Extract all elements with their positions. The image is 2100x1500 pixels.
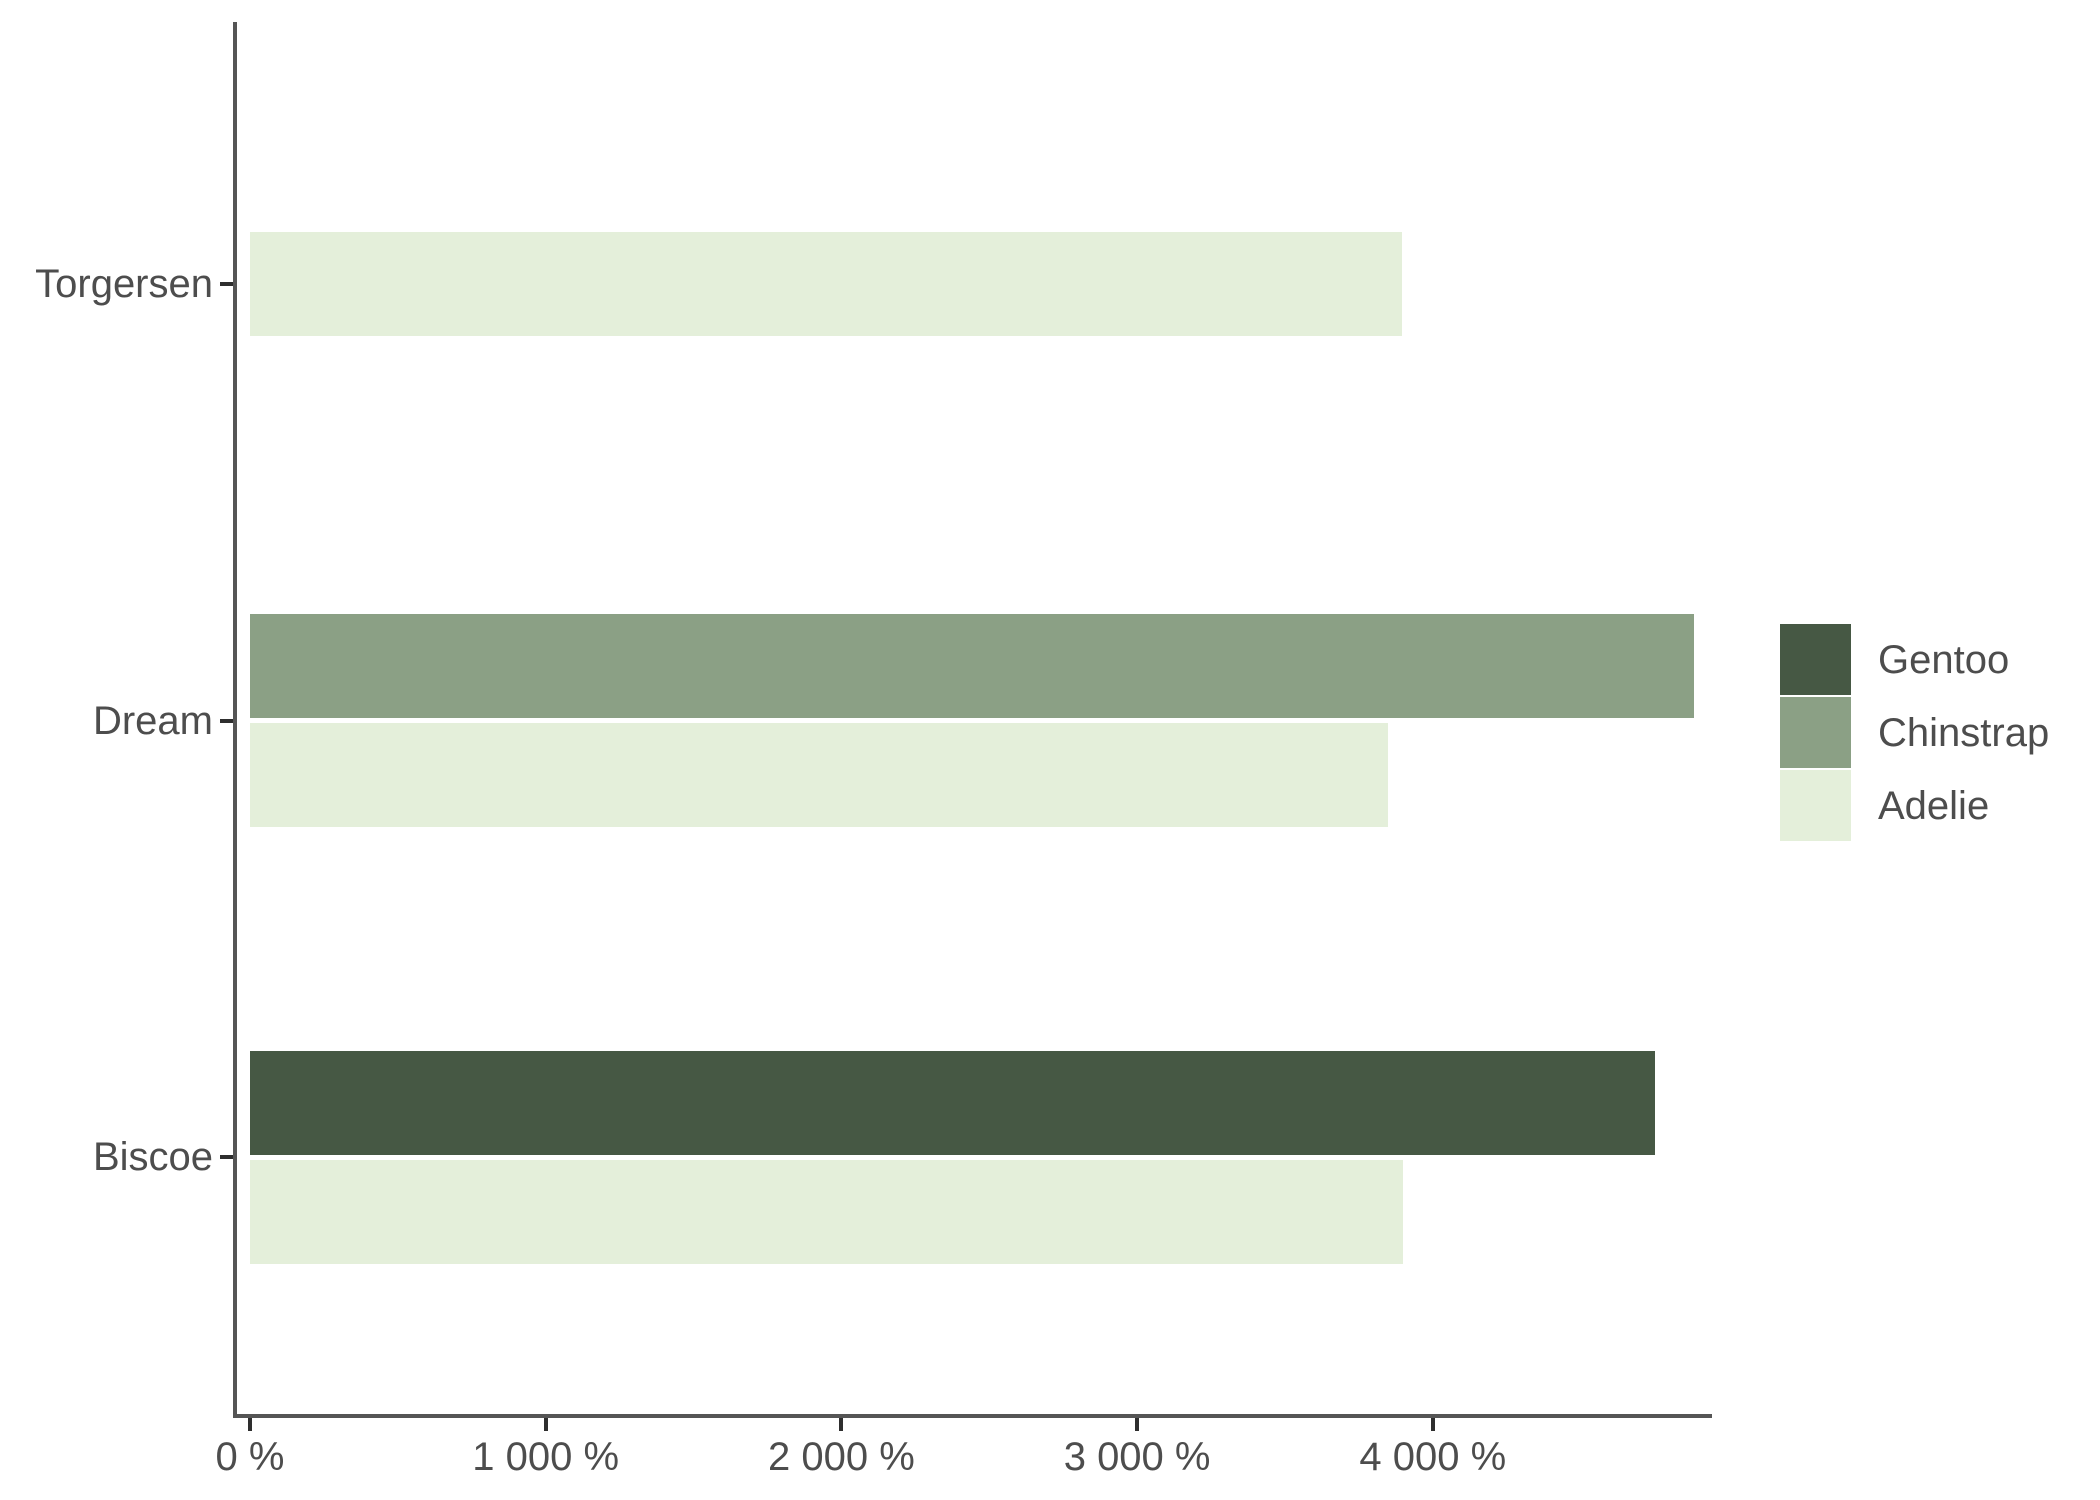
x-tick-1000	[543, 1418, 548, 1431]
y-tick-torgersen	[220, 282, 233, 286]
bar-dream-adelie	[250, 723, 1389, 827]
x-tick-3000	[1135, 1418, 1140, 1431]
legend-label-chinstrap: Chinstrap	[1878, 710, 2050, 755]
legend-label-adelie: Adelie	[1878, 783, 1990, 828]
bar-biscoe-gentoo	[250, 1050, 1655, 1155]
x-tick-4000	[1430, 1418, 1435, 1431]
legend-swatch-gentoo	[1780, 624, 1851, 695]
x-tick-2000	[839, 1418, 844, 1431]
y-axis-line	[233, 22, 237, 1418]
y-axis-label-dream: Dream	[92, 698, 213, 743]
legend-swatch-chinstrap	[1780, 697, 1851, 768]
x-axis-label-3000: 3 000 %	[1063, 1435, 1211, 1479]
bar-dream-chinstrap	[250, 614, 1694, 718]
x-axis-line	[233, 1414, 1712, 1418]
bar-biscoe-adelie	[250, 1159, 1403, 1264]
y-tick-biscoe	[220, 1155, 233, 1159]
x-tick-0	[248, 1418, 252, 1431]
x-axis-label-1000: 1 000 %	[472, 1435, 620, 1479]
x-axis-label-4000: 4 000 %	[1359, 1435, 1507, 1479]
y-axis-label-biscoe: Biscoe	[92, 1135, 213, 1179]
x-axis-label-2000: 2 000 %	[768, 1435, 915, 1479]
x-axis-label-0: 0 %	[215, 1435, 285, 1479]
y-axis-label-torgersen: Torgersen	[35, 262, 213, 306]
legend-label-gentoo: Gentoo	[1878, 637, 2010, 682]
legend-swatch-adelie	[1780, 770, 1851, 841]
bar-torgersen-adelie	[250, 232, 1402, 336]
y-tick-dream	[220, 718, 233, 723]
